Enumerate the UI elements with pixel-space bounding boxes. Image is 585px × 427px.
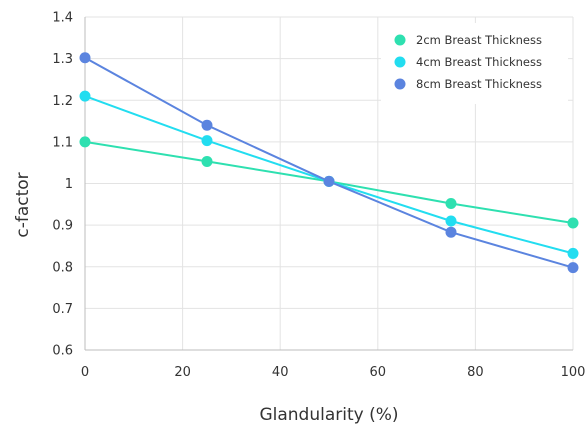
series-line-1 (84, 95, 574, 255)
data-point-2-3 (445, 226, 457, 238)
x-axis-title: Glandularity (%) (259, 405, 398, 425)
y-tick-label: 0.9 (52, 219, 73, 234)
data-point-2-0 (79, 52, 91, 64)
data-point-0-4 (567, 217, 579, 229)
legend: 2cm Breast Thickness 4cm Breast Thickness… (381, 23, 568, 104)
data-point-0-0 (79, 136, 91, 148)
y-tick-label: 1.3 (52, 52, 73, 67)
y-tick-label: 1.4 (52, 11, 73, 26)
x-tick-label: 100 (561, 365, 585, 380)
y-tick-label: 0.6 (52, 344, 73, 359)
data-point-2-4 (567, 262, 579, 274)
y-tick-label: 0.7 (52, 302, 73, 317)
x-tick-label: 20 (174, 365, 191, 380)
y-axis-title: c-factor (13, 172, 33, 237)
data-point-1-4 (567, 247, 579, 259)
data-point-2-2 (323, 175, 335, 187)
x-tick-label: 40 (272, 365, 289, 380)
data-point-1-1 (201, 135, 213, 147)
legend-label-1: 4cm Breast Thickness (416, 55, 542, 69)
x-tick-label: 60 (370, 365, 387, 380)
data-point-0-3 (445, 197, 457, 209)
y-tick-label: 1.1 (52, 135, 73, 150)
legend-label-2: 8cm Breast Thickness (416, 77, 542, 91)
legend-marker-2 (394, 78, 406, 90)
data-point-1-0 (79, 90, 91, 102)
y-tick-labels: 0.6 0.7 0.8 0.9 1 1.1 1.2 1.3 1.4 (52, 11, 73, 359)
x-tick-labels: 0 20 40 60 80 100 (81, 365, 585, 380)
x-tick-label: 0 (81, 365, 89, 380)
data-point-1-3 (445, 215, 457, 227)
x-tick-label: 80 (467, 365, 484, 380)
legend-marker-0 (394, 34, 406, 46)
y-tick-label: 1.2 (52, 94, 73, 109)
series-group (79, 52, 579, 274)
y-tick-label: 1 (65, 177, 73, 192)
y-tick-label: 0.8 (52, 260, 73, 275)
axes (84, 17, 573, 351)
legend-box (381, 23, 568, 104)
legend-marker-1 (394, 56, 406, 68)
data-point-0-1 (201, 155, 213, 167)
data-point-2-1 (201, 119, 213, 131)
legend-label-0: 2cm Breast Thickness (416, 33, 542, 47)
